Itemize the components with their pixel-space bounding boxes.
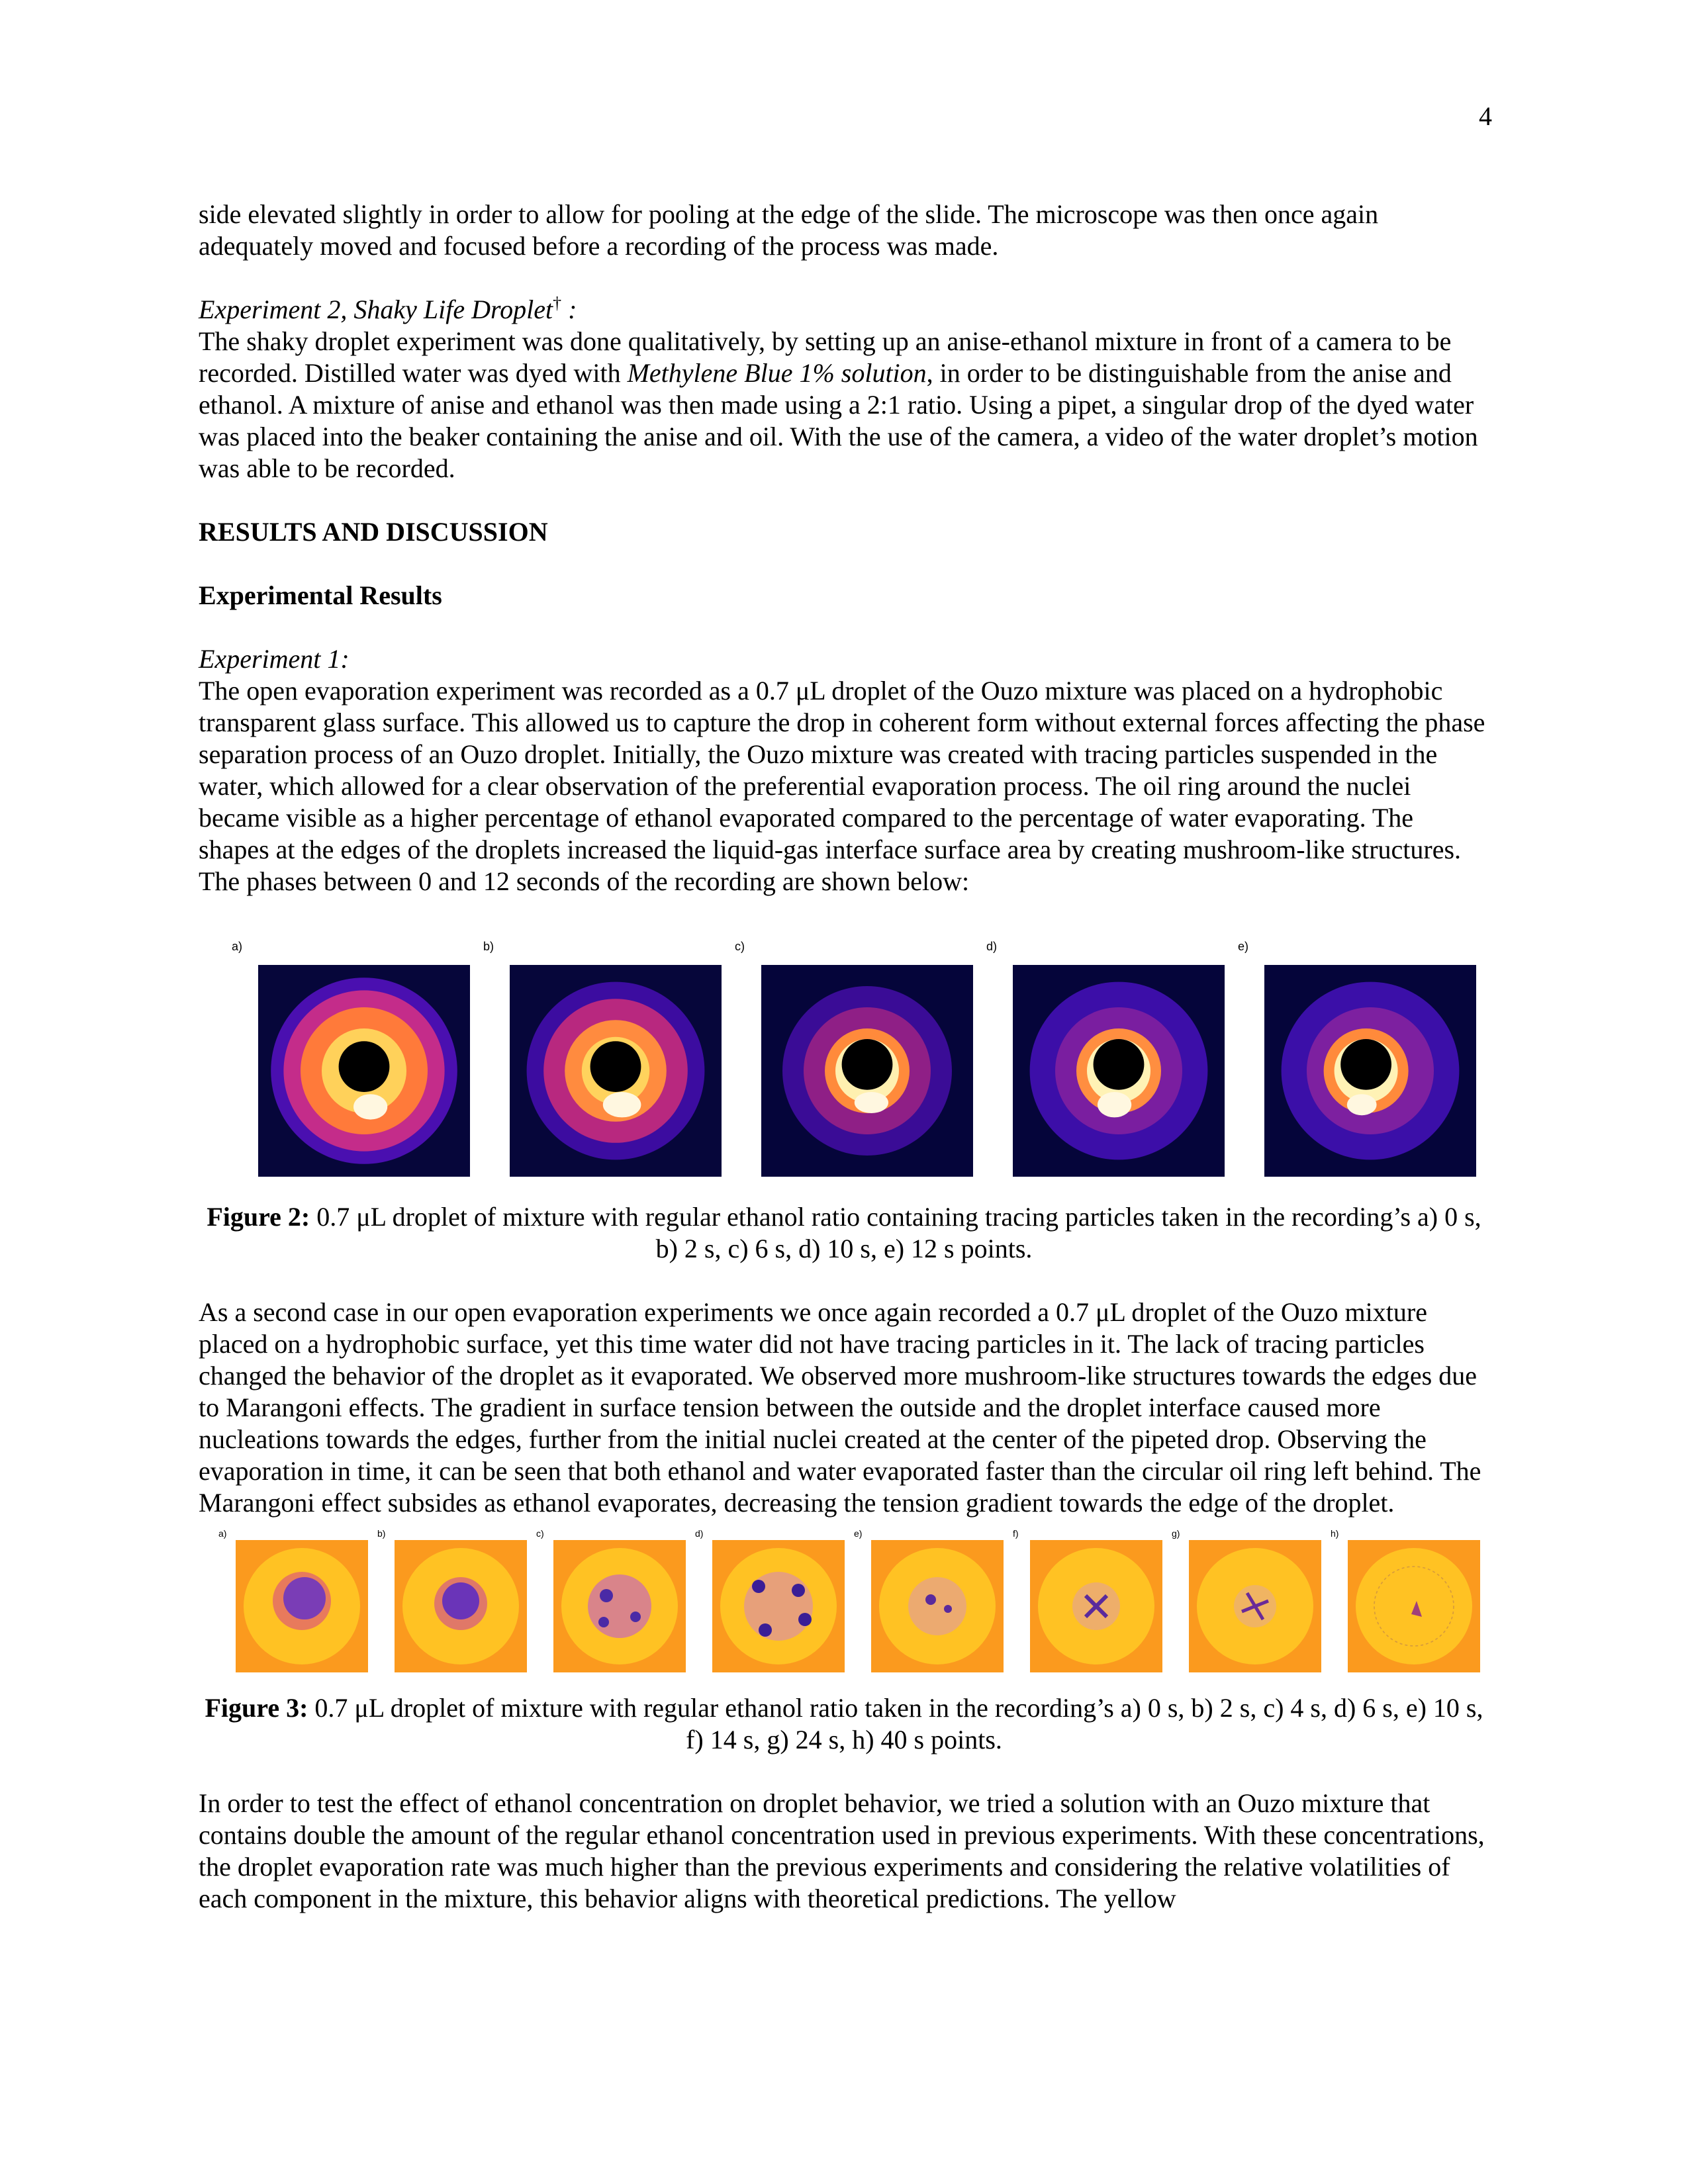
figure-3-panel-e: e) (854, 1528, 1006, 1692)
figure-3-panel-g: g) (1172, 1528, 1324, 1692)
droplet-evaporation-image (1348, 1540, 1480, 1672)
panel-label: b) (483, 940, 494, 953)
droplet-evaporation-image (712, 1540, 845, 1672)
droplet-evaporation-image (871, 1540, 1004, 1672)
figure-3-panel-f: f) (1013, 1528, 1165, 1692)
figure-2-panel-e: e) (1238, 940, 1476, 1201)
panel-label: c) (536, 1528, 544, 1539)
figure-3-caption: Figure 3: 0.7 μL droplet of mixture with… (199, 1692, 1489, 1756)
ethanol-concentration-paragraph: In order to test the effect of ethanol c… (199, 1788, 1485, 1913)
figure-3-panel-c: c) (536, 1528, 688, 1692)
figure-2-panel-b: b) (483, 940, 722, 1201)
panel-label: d) (986, 940, 998, 953)
droplet-evaporation-image (553, 1540, 686, 1672)
panel-label: f) (1013, 1528, 1019, 1539)
experiment-2-title-text: Experiment 2, Shaky Life Droplet (199, 295, 553, 324)
figure-2-caption-label: Figure 2: (207, 1202, 310, 1232)
intro-paragraph: side elevated slightly in order to allow… (199, 199, 1379, 261)
experiment-2-text-2: , in order to be distinguishable from th… (199, 358, 1478, 483)
dagger-mark: † (553, 293, 562, 313)
page-number: 4 (1479, 101, 1492, 131)
droplet-evaporation-image (395, 1540, 527, 1672)
droplet-fluorescence-image (1264, 965, 1476, 1177)
experiment-2-paragraph: The shaky droplet experiment was done qu… (199, 326, 1489, 484)
panel-label: a) (218, 1528, 227, 1539)
experiment-1-paragraph: The open evaporation experiment was reco… (199, 676, 1485, 896)
droplet-fluorescence-image (510, 965, 722, 1177)
figure-2-panel-c: c) (735, 940, 973, 1201)
experiment-2-italic: Methylene Blue 1% solution (627, 358, 927, 388)
droplet-evaporation-image (1189, 1540, 1321, 1672)
figure-3-caption-text: 0.7 μL droplet of mixture with regular e… (308, 1693, 1483, 1754)
droplet-fluorescence-image (1013, 965, 1225, 1177)
panel-label: c) (735, 940, 745, 953)
droplet-fluorescence-image (258, 965, 470, 1177)
experiment-2-title-suffix: : (561, 295, 577, 324)
figure-3-panel-a: a) (218, 1528, 371, 1692)
figure-2-panel-d: d) (986, 940, 1225, 1201)
droplet-evaporation-image (1030, 1540, 1162, 1672)
figure-3-panel-d: d) (695, 1528, 847, 1692)
experiment-2-title: Experiment 2, Shaky Life Droplet† : (199, 294, 1489, 326)
panel-label: h) (1331, 1528, 1339, 1539)
panel-label: e) (1238, 940, 1249, 953)
panel-label: g) (1172, 1528, 1180, 1539)
figure-3-caption-label: Figure 3: (205, 1693, 308, 1723)
results-heading: RESULTS AND DISCUSSION (199, 517, 548, 547)
panel-label: b) (377, 1528, 386, 1539)
figure-3-panel-h: h) (1331, 1528, 1483, 1692)
figure-2-caption: Figure 2: 0.7 μL droplet of mixture with… (199, 1201, 1489, 1265)
page-content: side elevated slightly in order to allow… (199, 199, 1489, 1915)
experimental-results-heading: Experimental Results (199, 580, 442, 610)
experiment-2-text-1: The shaky droplet experiment was done qu… (199, 326, 1452, 388)
experiment-1-title: Experiment 1: (199, 644, 350, 674)
figure-2-caption-text: 0.7 μL droplet of mixture with regular e… (310, 1202, 1481, 1263)
panel-label: a) (232, 940, 243, 953)
panel-label: d) (695, 1528, 704, 1539)
figure-3-panel-b: b) (377, 1528, 530, 1692)
figure-2-panel-a: a) (232, 940, 470, 1201)
panel-label: e) (854, 1528, 863, 1539)
second-case-paragraph: As a second case in our open evaporation… (199, 1297, 1481, 1518)
figure-2-images: a) b) c) (199, 940, 1489, 1201)
figure-3-images: a) b) c) (199, 1528, 1489, 1692)
droplet-evaporation-image (236, 1540, 368, 1672)
droplet-fluorescence-image (761, 965, 973, 1177)
